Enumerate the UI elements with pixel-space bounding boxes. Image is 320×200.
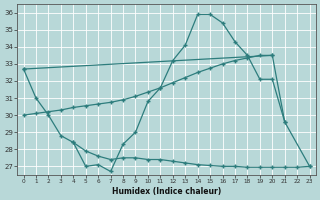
X-axis label: Humidex (Indice chaleur): Humidex (Indice chaleur)	[112, 187, 221, 196]
